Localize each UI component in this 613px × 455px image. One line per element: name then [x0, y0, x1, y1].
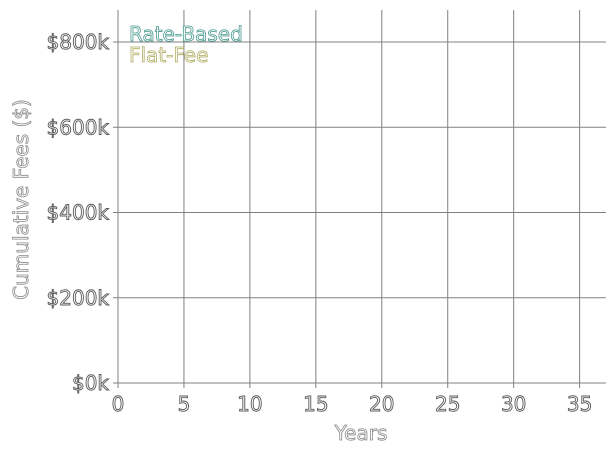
- legend-label: Rate-Based: [129, 22, 243, 46]
- x-tick-label: 35: [567, 392, 592, 416]
- x-tick-label: 10: [237, 392, 262, 416]
- x-tick-label: 20: [369, 392, 394, 416]
- grid: [118, 10, 606, 383]
- y-ticks: $0k $200k $400k $600k $800k: [46, 30, 118, 395]
- legend-label: Flat-Fee: [129, 43, 208, 67]
- x-tick-label: 0: [112, 392, 125, 416]
- x-tick-label: 15: [303, 392, 328, 416]
- y-axis-title: Cumulative Fees ($): [9, 99, 33, 300]
- y-tick-label: $400k: [47, 201, 110, 225]
- x-ticks: 0 5 10 15 20 25 30 35: [111, 383, 593, 416]
- y-tick-label: $200k: [47, 286, 110, 310]
- x-tick-label: 25: [435, 392, 460, 416]
- y-tick-label: $800k: [47, 30, 110, 54]
- x-axis-title: Years: [334, 421, 388, 445]
- y-tick-label: $600k: [47, 115, 110, 139]
- x-tick-label: 30: [501, 392, 526, 416]
- y-tick-label: $0k: [72, 371, 109, 395]
- axes: [117, 10, 606, 384]
- x-tick-label: 5: [178, 392, 191, 416]
